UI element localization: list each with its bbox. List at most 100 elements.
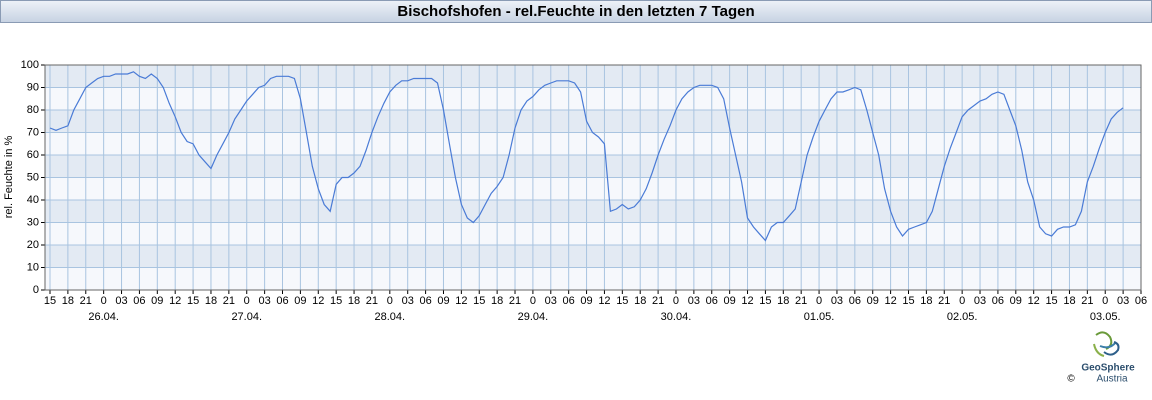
grid-band — [45, 222, 1141, 245]
grid-band — [45, 132, 1141, 155]
x-tick-label: 0 — [816, 295, 822, 307]
x-tick-label: 12 — [741, 295, 753, 307]
y-tick-label: 80 — [27, 104, 39, 116]
x-tick-label: 12 — [884, 295, 896, 307]
x-tick-label: 06 — [1135, 295, 1147, 307]
x-tick-label: 18 — [62, 295, 74, 307]
copyright: © — [1067, 374, 1075, 385]
plot-frame — [44, 64, 1142, 291]
grid-band — [45, 110, 1141, 133]
logo-country: Austria — [1096, 374, 1128, 385]
y-tick-label: 90 — [27, 81, 39, 93]
date-label: 01.05. — [804, 311, 835, 323]
grid-band — [45, 200, 1141, 223]
x-tick-label: 15 — [759, 295, 771, 307]
x-tick-label: 09 — [151, 295, 163, 307]
logo-brand: GeoSphere — [1081, 363, 1135, 374]
x-tick-label: 21 — [652, 295, 664, 307]
x-tick-label: 21 — [366, 295, 378, 307]
x-tick-label: 15 — [1045, 295, 1057, 307]
x-tick-label: 06 — [563, 295, 575, 307]
chart-title: Bischofshofen - rel.Feuchte in den letzt… — [397, 3, 754, 20]
x-tick-label: 0 — [1102, 295, 1108, 307]
x-tick-label: 03 — [974, 295, 986, 307]
x-tick-label: 15 — [44, 295, 56, 307]
date-label: 26.04. — [88, 311, 119, 323]
x-tick-label: 15 — [616, 295, 628, 307]
x-tick-label: 18 — [491, 295, 503, 307]
x-tick-label: 06 — [849, 295, 861, 307]
x-tick-label: 0 — [387, 295, 393, 307]
x-tick-label: 06 — [276, 295, 288, 307]
x-tick-label: 12 — [455, 295, 467, 307]
x-tick-label: 18 — [920, 295, 932, 307]
logo — [1093, 331, 1120, 357]
x-tick-label: 15 — [473, 295, 485, 307]
x-tick-label: 18 — [634, 295, 646, 307]
x-tick-label: 09 — [437, 295, 449, 307]
x-tick-label: 06 — [706, 295, 718, 307]
x-tick-label: 12 — [598, 295, 610, 307]
x-tick-label: 03 — [545, 295, 557, 307]
x-tick-label: 03 — [688, 295, 700, 307]
x-tick-label: 21 — [938, 295, 950, 307]
grid-band — [45, 267, 1141, 290]
x-tick-label: 12 — [169, 295, 181, 307]
x-tick-label: 12 — [312, 295, 324, 307]
x-tick-label: 0 — [673, 295, 679, 307]
x-tick-label: 18 — [348, 295, 360, 307]
x-tick-label: 15 — [330, 295, 342, 307]
x-tick-label: 06 — [992, 295, 1004, 307]
y-axis-label: rel. Feuchte in % — [3, 136, 15, 219]
y-tick-label: 50 — [27, 171, 39, 183]
y-tick-label: 10 — [27, 261, 39, 273]
x-tick-label: 12 — [1028, 295, 1040, 307]
data-line — [49, 71, 1124, 242]
x-tick-label: 18 — [777, 295, 789, 307]
grid-band — [45, 155, 1141, 178]
x-tick-label: 0 — [959, 295, 965, 307]
x-tick-label: 21 — [509, 295, 521, 307]
y-tick-label: 0 — [33, 284, 39, 296]
x-tick-label: 09 — [580, 295, 592, 307]
x-tick-label: 03 — [831, 295, 843, 307]
x-tick-label: 0 — [101, 295, 107, 307]
x-tick-label: 21 — [1081, 295, 1093, 307]
y-tick-label: 60 — [27, 149, 39, 161]
grid-band — [45, 65, 1141, 88]
date-label: 03.05. — [1090, 311, 1121, 323]
x-tick-label: 15 — [187, 295, 199, 307]
y-tick-label: 30 — [27, 216, 39, 228]
x-tick-label: 21 — [223, 295, 235, 307]
date-label: 28.04. — [375, 311, 406, 323]
plot-area: 0 10 20 30 40 50 60 70 80 90 100 15 18 21 0 03 06 09 12 15 1… — [21, 59, 1147, 323]
x-tick-label: 15 — [902, 295, 914, 307]
y-tick-label: 70 — [27, 126, 39, 138]
x-tick-label: 03 — [115, 295, 127, 307]
x-tick-label: 09 — [1010, 295, 1022, 307]
date-label: 29.04. — [518, 311, 549, 323]
x-tick-label: 09 — [867, 295, 879, 307]
y-tick-label: 40 — [27, 194, 39, 206]
y-tick-label: 100 — [21, 59, 39, 71]
grid-band — [45, 87, 1141, 110]
x-tick-label: 03 — [258, 295, 270, 307]
grid-band — [45, 177, 1141, 200]
x-tick-label: 06 — [419, 295, 431, 307]
y-tick-label: 20 — [27, 239, 39, 251]
date-label: 27.04. — [231, 311, 262, 323]
x-tick-label: 21 — [795, 295, 807, 307]
grid-band — [45, 245, 1141, 268]
x-tick-label: 06 — [133, 295, 145, 307]
date-label: 30.04. — [661, 311, 692, 323]
x-tick-label: 09 — [724, 295, 736, 307]
x-tick-label: 21 — [80, 295, 92, 307]
x-tick-label: 03 — [402, 295, 414, 307]
x-tick-label: 18 — [1063, 295, 1075, 307]
x-tick-label: 09 — [294, 295, 306, 307]
x-tick-label: 18 — [205, 295, 217, 307]
x-tick-label: 03 — [1117, 295, 1129, 307]
x-tick-label: 0 — [244, 295, 250, 307]
date-label: 02.05. — [947, 311, 978, 323]
